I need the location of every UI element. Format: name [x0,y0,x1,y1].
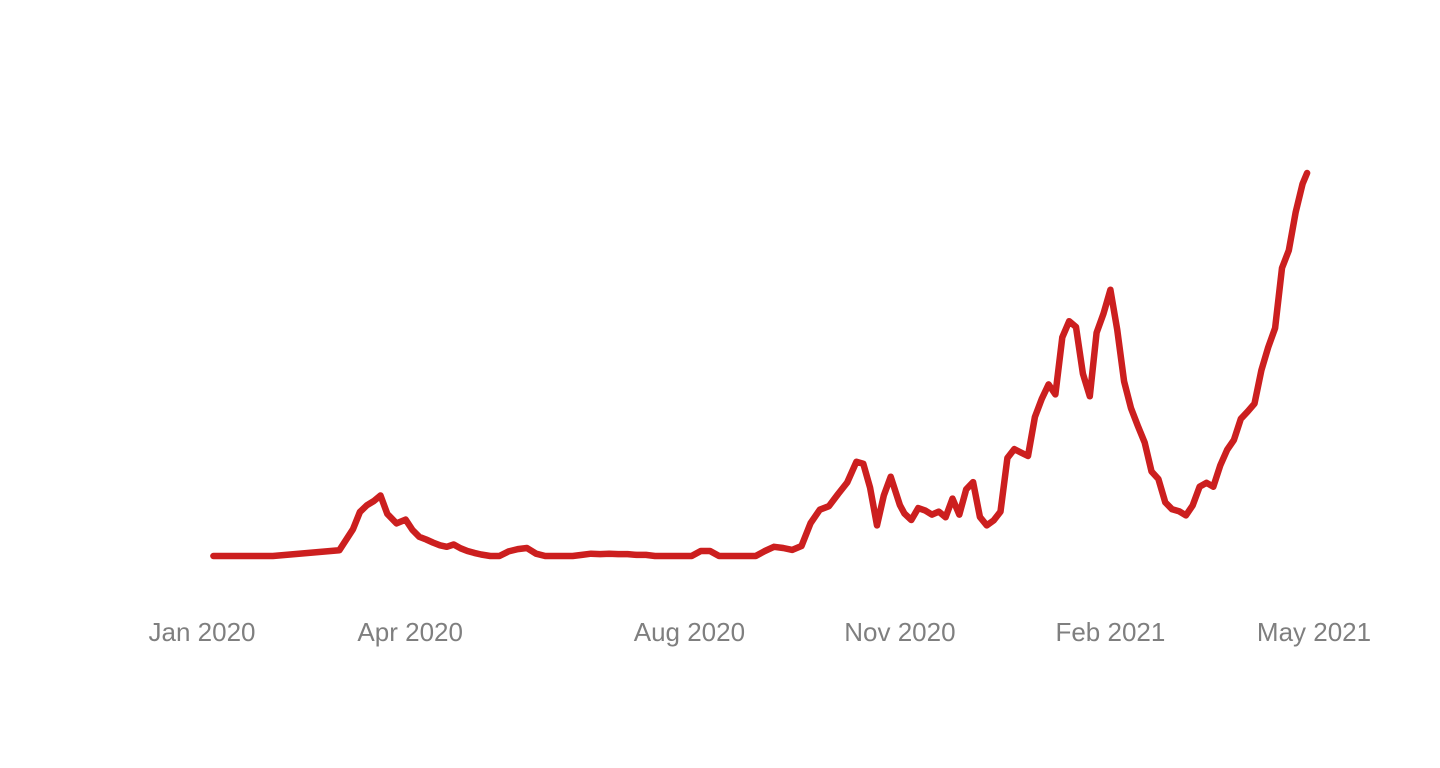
x-tick-label: Feb 2021 [1055,617,1165,647]
series-line [210,169,1311,560]
x-tick-label: Nov 2020 [844,617,955,647]
x-tick-label: Aug 2020 [634,617,745,647]
x-tick-label: Jan 2020 [149,617,256,647]
series-layer [210,169,1311,560]
x-tick-label: May 2021 [1257,617,1371,647]
x-tick-label: Apr 2020 [357,617,463,647]
x-axis: Jan 2020 Apr 2020 Aug 2020 Nov 2020 Feb … [149,617,1372,647]
